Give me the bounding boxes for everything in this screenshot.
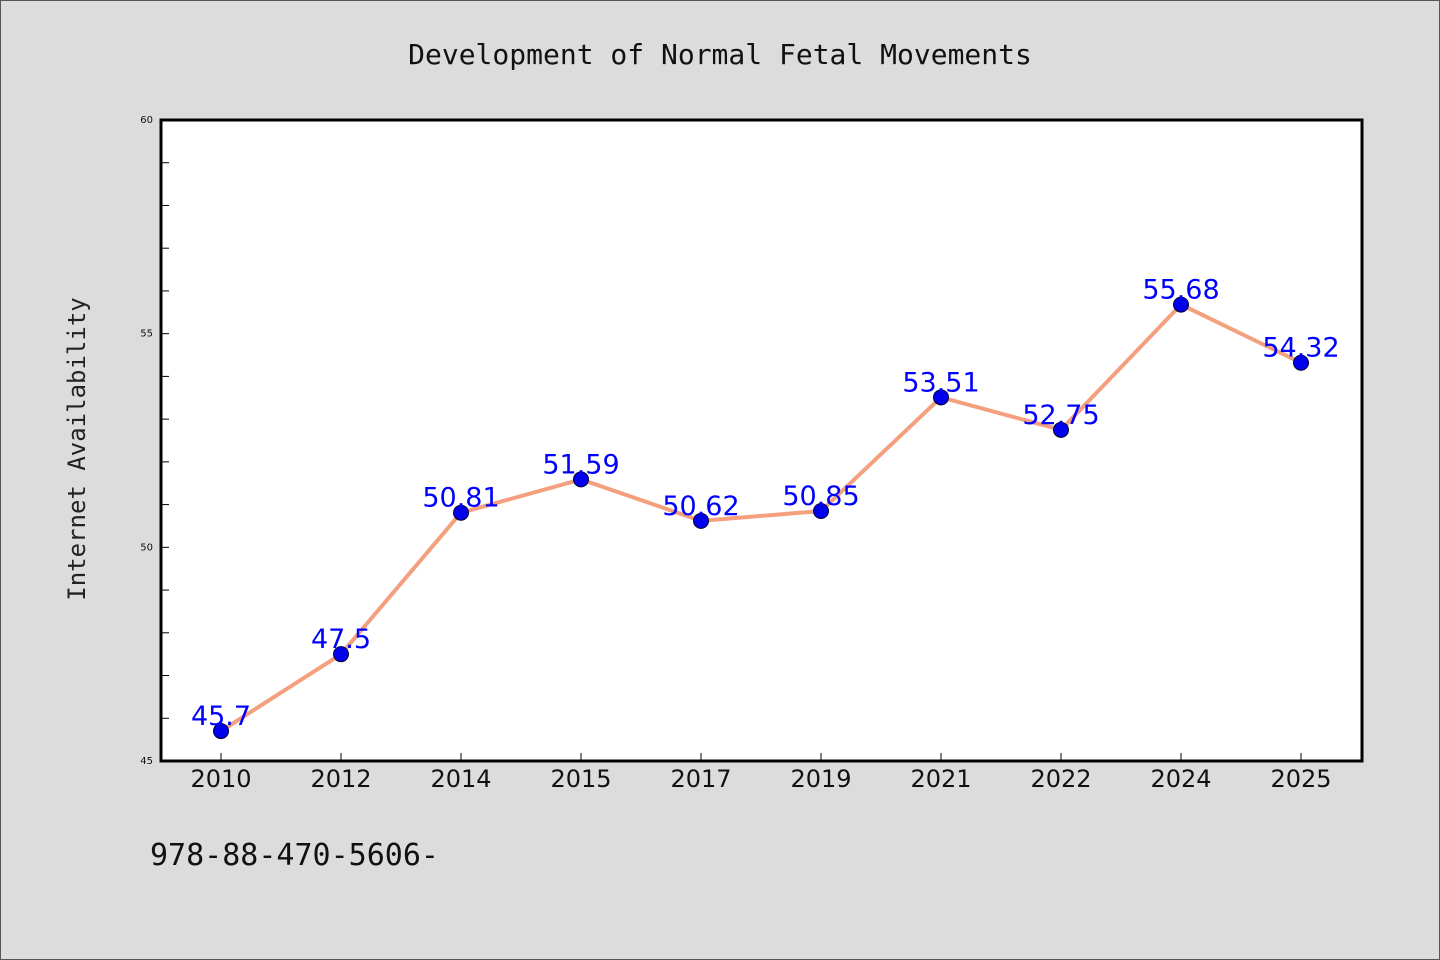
data-point [453, 504, 469, 521]
x-tick-label: 2012 [310, 765, 371, 793]
data-labels: 45.7 47.5 50.81 51.59 50.62 50.85 53.51 52.75 55… [191, 275, 1340, 732]
x-tick-label: 2025 [1270, 765, 1331, 793]
data-label: 51.59 [542, 449, 619, 480]
y-axis-ticks: 45 50 55 60 [140, 115, 169, 767]
data-point [1053, 421, 1069, 438]
y-tick-label: 60 [140, 115, 153, 126]
data-label: 47.5 [311, 624, 371, 655]
data-point [573, 471, 589, 488]
data-point [933, 389, 949, 406]
data-point [1173, 296, 1189, 313]
data-point [333, 646, 349, 663]
x-tick-label: 2015 [550, 765, 611, 793]
plot-area [159, 118, 1364, 763]
data-point [1293, 354, 1309, 371]
data-label: 55.68 [1142, 275, 1219, 306]
y-tick-label: 55 [140, 329, 153, 340]
x-tick-label: 2024 [1150, 765, 1211, 793]
data-label: 53.51 [902, 367, 979, 398]
y-tick-label: 50 [140, 542, 153, 553]
x-tick-label: 2010 [190, 765, 251, 793]
data-label: 50.81 [422, 483, 499, 514]
data-point [213, 723, 229, 740]
data-point [693, 512, 709, 529]
data-markers [213, 296, 1309, 740]
y-axis-label: Internet Availability [63, 297, 91, 600]
x-tick-label: 2019 [790, 765, 851, 793]
data-label: 52.75 [1022, 400, 1099, 431]
x-tick-label: 2022 [1030, 765, 1091, 793]
footer-code: 978-88-470-5606- [150, 838, 439, 873]
series-line [219, 302, 1302, 733]
data-label: 50.62 [662, 491, 739, 522]
x-tick-label: 2017 [670, 765, 731, 793]
data-point [813, 503, 829, 520]
data-label: 45.7 [191, 701, 251, 732]
x-tick-label: 2014 [430, 765, 491, 793]
data-label: 54.32 [1262, 333, 1339, 364]
chart-title: Development of Normal Fetal Movements [408, 38, 1032, 71]
data-label: 50.85 [782, 481, 859, 512]
x-tick-label: 2021 [910, 765, 971, 793]
x-axis-ticks: 2010 2012 2014 2015 2017 2019 2021 2022 2024 2025 [190, 753, 1332, 793]
y-tick-label: 45 [140, 756, 153, 767]
